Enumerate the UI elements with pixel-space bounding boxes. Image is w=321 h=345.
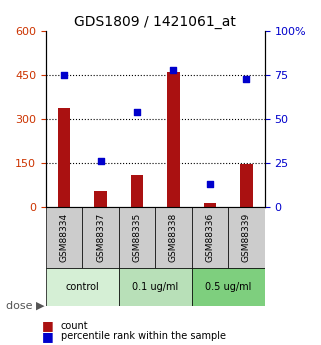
- Point: [244, 76, 249, 82]
- Point: [62, 72, 67, 78]
- Bar: [131, 175, 143, 207]
- Text: 0.5 ug/ml: 0.5 ug/ml: [205, 282, 251, 292]
- FancyBboxPatch shape: [155, 207, 192, 268]
- Text: GSM88339: GSM88339: [242, 213, 251, 262]
- FancyBboxPatch shape: [119, 207, 155, 268]
- FancyBboxPatch shape: [192, 268, 265, 306]
- Text: GSM88334: GSM88334: [60, 213, 69, 262]
- FancyBboxPatch shape: [46, 207, 82, 268]
- Text: GSM88338: GSM88338: [169, 213, 178, 262]
- FancyBboxPatch shape: [192, 207, 228, 268]
- Point: [171, 67, 176, 73]
- Bar: [204, 203, 216, 207]
- Text: percentile rank within the sample: percentile rank within the sample: [61, 332, 226, 341]
- Text: GSM88336: GSM88336: [205, 213, 214, 262]
- FancyBboxPatch shape: [46, 268, 119, 306]
- Point: [98, 159, 103, 164]
- Text: 0.1 ug/ml: 0.1 ug/ml: [132, 282, 178, 292]
- FancyBboxPatch shape: [82, 207, 119, 268]
- Bar: [240, 164, 253, 207]
- Text: control: control: [65, 282, 99, 292]
- Point: [134, 109, 140, 115]
- Bar: [58, 108, 71, 207]
- FancyBboxPatch shape: [228, 207, 265, 268]
- FancyBboxPatch shape: [119, 268, 192, 306]
- Text: count: count: [61, 321, 89, 331]
- Text: dose ▶: dose ▶: [6, 300, 45, 310]
- Text: ■: ■: [42, 319, 54, 333]
- Text: GSM88337: GSM88337: [96, 213, 105, 262]
- Text: ■: ■: [42, 330, 54, 343]
- Title: GDS1809 / 1421061_at: GDS1809 / 1421061_at: [74, 15, 236, 29]
- Bar: [94, 191, 107, 207]
- Text: GSM88335: GSM88335: [133, 213, 142, 262]
- Bar: [167, 72, 180, 207]
- Point: [207, 181, 213, 187]
